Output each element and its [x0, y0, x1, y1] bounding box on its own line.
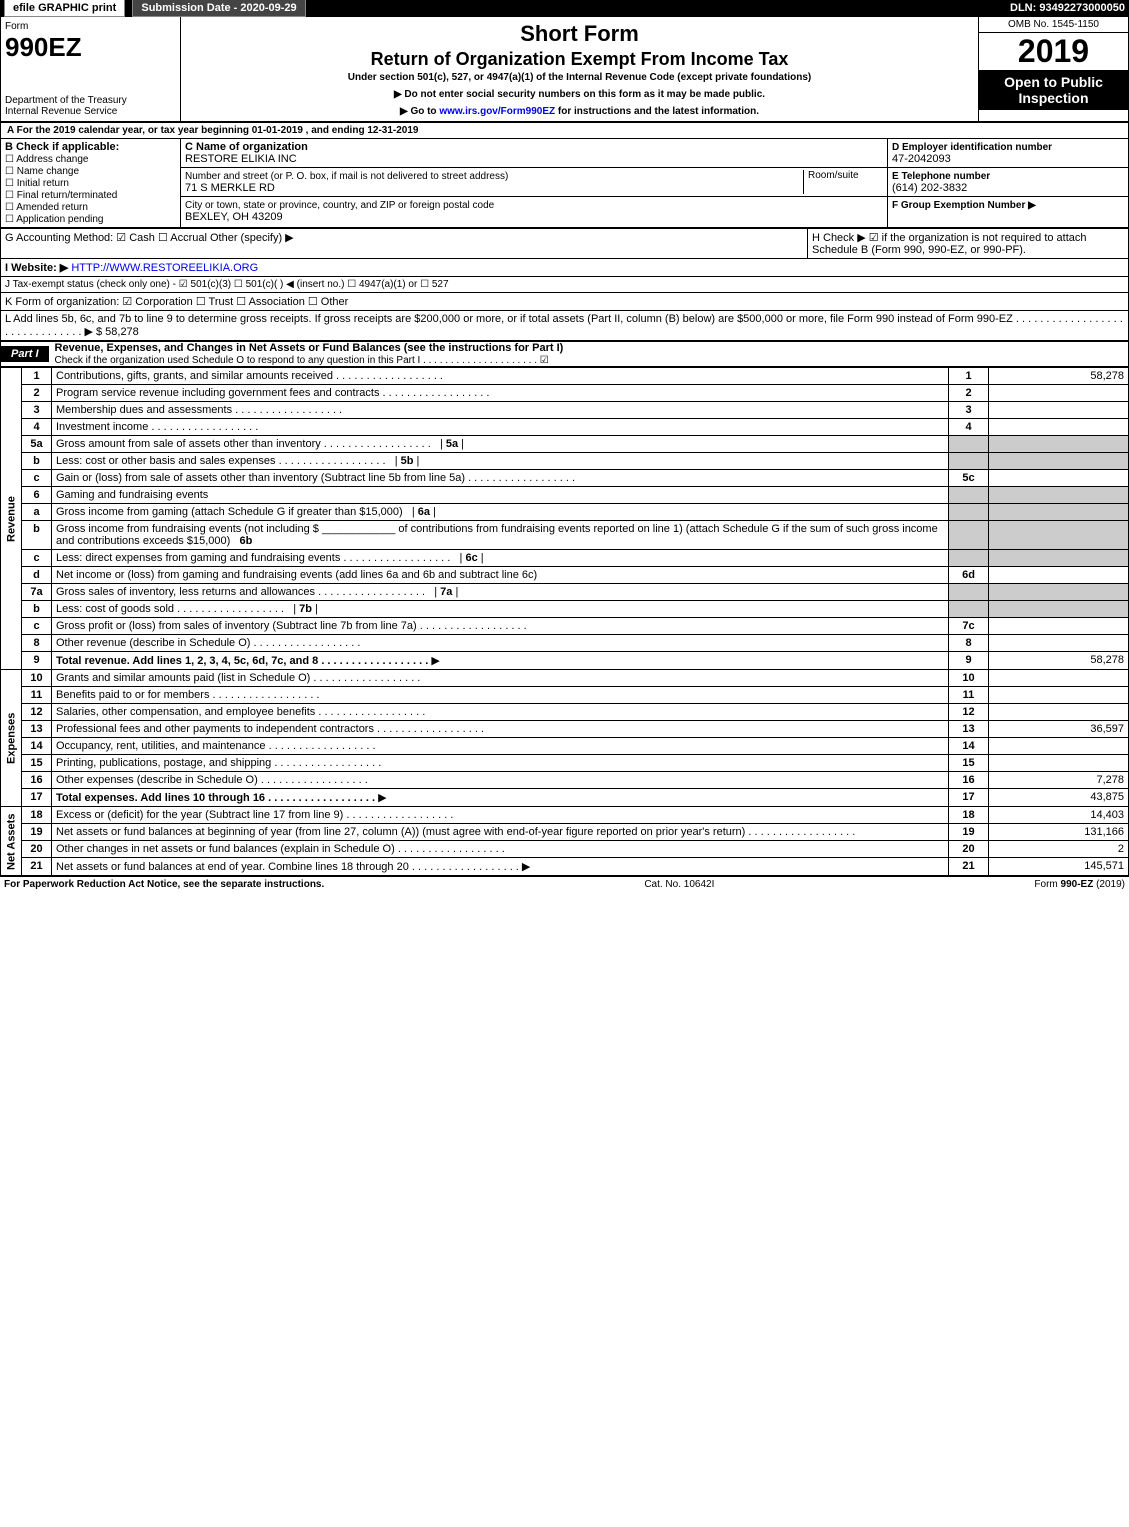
part1-table: Revenue 1Contributions, gifts, grants, a… [0, 367, 1129, 876]
line-4-text: Investment income [52, 419, 949, 436]
line-6c-text: Less: direct expenses from gaming and fu… [52, 550, 949, 567]
line-5a-text: Gross amount from sale of assets other t… [52, 436, 949, 453]
dln-label: DLN: 93492273000050 [1010, 2, 1125, 14]
line-18-text: Excess or (deficit) for the year (Subtra… [52, 807, 949, 824]
line-g-accounting: G Accounting Method: ☑ Cash ☐ Accrual Ot… [1, 229, 808, 258]
page-footer: For Paperwork Reduction Act Notice, see … [0, 876, 1129, 892]
line-h-scheduleb: H Check ▶ ☑ if the organization is not r… [808, 229, 1128, 258]
return-title: Return of Organization Exempt From Incom… [185, 49, 974, 70]
line-10-text: Grants and similar amounts paid (list in… [52, 670, 949, 687]
line-5b-text: Less: cost or other basis and sales expe… [52, 453, 949, 470]
line-20-value: 2 [989, 841, 1129, 858]
line-7c-text: Gross profit or (loss) from sales of inv… [52, 618, 949, 635]
revenue-label: Revenue [1, 368, 22, 670]
line-17-value: 43,875 [989, 789, 1129, 807]
line-3-text: Membership dues and assessments [52, 402, 949, 419]
room-suite: Room/suite [803, 170, 883, 194]
line-16-value: 7,278 [989, 772, 1129, 789]
ein: 47-2042093 [892, 153, 951, 165]
org-name: RESTORE ELIKIA INC [185, 153, 297, 165]
part1-header: Part I Revenue, Expenses, and Changes in… [0, 341, 1129, 367]
line-j-status: J Tax-exempt status (check only one) - ☑… [0, 277, 1129, 293]
line-12-text: Salaries, other compensation, and employ… [52, 704, 949, 721]
omb-number: OMB No. 1545-1150 [979, 17, 1128, 33]
line-21-value: 145,571 [989, 858, 1129, 876]
line-5c-text: Gain or (loss) from sale of assets other… [52, 470, 949, 487]
footer-left: For Paperwork Reduction Act Notice, see … [4, 879, 324, 890]
top-bar: efile GRAPHIC print Submission Date - 20… [0, 0, 1129, 16]
line-19-text: Net assets or fund balances at beginning… [52, 824, 949, 841]
footer-formref: Form 990-EZ (2019) [1034, 879, 1125, 890]
line-18-value: 14,403 [989, 807, 1129, 824]
subtitle: Under section 501(c), 527, or 4947(a)(1)… [185, 72, 974, 83]
line-6-text: Gaming and fundraising events [52, 487, 949, 504]
line-6b-text: Gross income from fundraising events (no… [52, 521, 949, 550]
line-i-website: I Website: ▶ HTTP://WWW.RESTOREELIKIA.OR… [0, 259, 1129, 277]
line-7a-text: Gross sales of inventory, less returns a… [52, 584, 949, 601]
line-11-text: Benefits paid to or for members [52, 687, 949, 704]
irs-link[interactable]: www.irs.gov/Form990EZ [439, 106, 555, 117]
form-header: Form 990EZ Department of the Treasury In… [0, 16, 1129, 123]
box-c-name-label: C Name of organization [185, 141, 308, 153]
line-1-text: Contributions, gifts, grants, and simila… [52, 368, 949, 385]
netassets-label: Net Assets [1, 807, 22, 876]
box-f-label: F Group Exemption Number ▶ [892, 200, 1036, 211]
expenses-label: Expenses [1, 670, 22, 807]
dept-treasury: Department of the Treasury [5, 95, 127, 106]
org-info-block: B Check if applicable: ☐ Address change … [0, 139, 1129, 229]
warning-ssn: ▶ Do not enter social security numbers o… [185, 89, 974, 100]
efile-print-button[interactable]: efile GRAPHIC print [4, 0, 125, 17]
website-link[interactable]: HTTP://WWW.RESTOREELIKIA.ORG [71, 262, 258, 274]
line-13-text: Professional fees and other payments to … [52, 721, 949, 738]
line-k-orgform: K Form of organization: ☑ Corporation ☐ … [0, 293, 1129, 311]
line-16-text: Other expenses (describe in Schedule O) [52, 772, 949, 789]
org-city: BEXLEY, OH 43209 [185, 211, 283, 223]
box-d-label: D Employer identification number [892, 142, 1052, 153]
short-form-title: Short Form [185, 21, 974, 47]
phone: (614) 202-3832 [892, 182, 967, 194]
form-number: 990EZ [5, 32, 176, 63]
line-9-value: 58,278 [989, 652, 1129, 670]
line-15-text: Printing, publications, postage, and shi… [52, 755, 949, 772]
org-address: 71 S MERKLE RD [185, 182, 275, 194]
addr-label: Number and street (or P. O. box, if mail… [185, 171, 508, 182]
line-a-taxyear: A For the 2019 calendar year, or tax yea… [0, 123, 1129, 139]
line-8-text: Other revenue (describe in Schedule O) [52, 635, 949, 652]
line-14-text: Occupancy, rent, utilities, and maintena… [52, 738, 949, 755]
line-21-text: Net assets or fund balances at end of ye… [52, 858, 949, 876]
line-6a-text: Gross income from gaming (attach Schedul… [52, 504, 949, 521]
line-19-value: 131,166 [989, 824, 1129, 841]
box-b: B Check if applicable: ☐ Address change … [1, 139, 181, 228]
box-e-label: E Telephone number [892, 171, 990, 182]
city-label: City or town, state or province, country… [185, 200, 494, 211]
goto-instructions: ▶ Go to www.irs.gov/Form990EZ for instru… [185, 106, 974, 117]
line-20-text: Other changes in net assets or fund bala… [52, 841, 949, 858]
tax-year: 2019 [979, 33, 1128, 70]
open-to-public: Open to Public Inspection [979, 70, 1128, 110]
submission-date-button[interactable]: Submission Date - 2020-09-29 [132, 0, 305, 17]
line-2-text: Program service revenue including govern… [52, 385, 949, 402]
line-1-value: 58,278 [989, 368, 1129, 385]
line-9-text: Total revenue. Add lines 1, 2, 3, 4, 5c,… [52, 652, 949, 670]
form-word: Form [5, 21, 176, 32]
line-7b-text: Less: cost of goods sold | 7b | [52, 601, 949, 618]
footer-catno: Cat. No. 10642I [644, 879, 714, 890]
line-6d-text: Net income or (loss) from gaming and fun… [52, 567, 949, 584]
line-l-gross: L Add lines 5b, 6c, and 7b to line 9 to … [0, 311, 1129, 341]
line-17-text: Total expenses. Add lines 10 through 16 … [52, 789, 949, 807]
irs-label: Internal Revenue Service [5, 106, 117, 117]
line-13-value: 36,597 [989, 721, 1129, 738]
